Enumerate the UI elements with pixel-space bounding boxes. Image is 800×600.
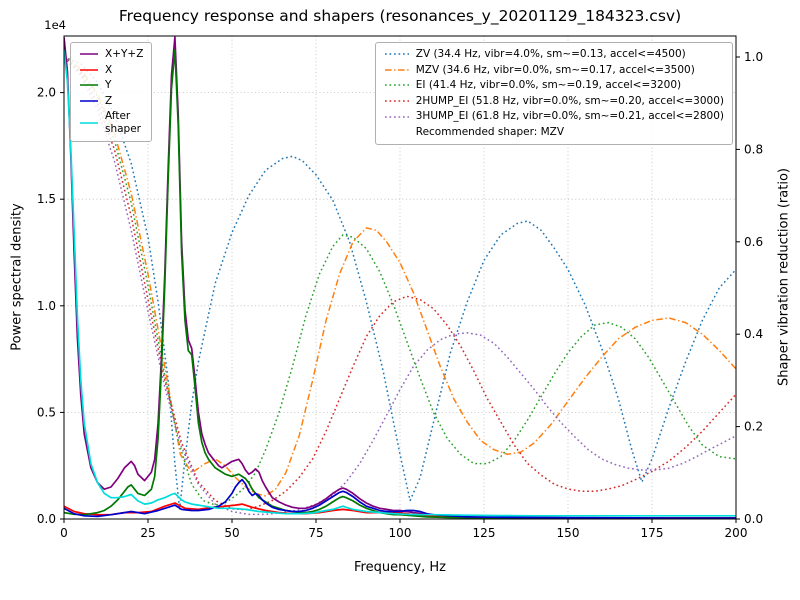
- x-tick-label: 200: [725, 526, 748, 540]
- legend-line-sample: [80, 84, 98, 87]
- legend-line-sample: [80, 122, 98, 124]
- legend-item-label: X+Y+Z: [105, 48, 144, 60]
- curve-ei: [64, 56, 736, 506]
- y-right-tick-label: 0.6: [744, 235, 763, 249]
- legend-item: X: [79, 64, 143, 77]
- curve-3hump-ei: [64, 56, 736, 516]
- legend-item: After shaper: [79, 110, 143, 135]
- legend-item: Y: [79, 79, 143, 92]
- legend-line-sample: [80, 100, 98, 102]
- curve-y: [64, 49, 736, 519]
- legend-item-label: X: [105, 63, 113, 76]
- legend-line-sample: [384, 84, 409, 87]
- y-right-tick-label: 0.8: [744, 142, 763, 156]
- x-tick-label: 100: [389, 526, 412, 540]
- y-right-tick-label: 1.0: [744, 50, 763, 64]
- legend-item-label: 2HUMP_EI (51.8 Hz, vibr=0.0%, sm~=0.20, …: [415, 94, 724, 107]
- y-axis-label-left: Power spectral density: [9, 203, 25, 351]
- legend-item: MZV (34.6 Hz, vibr=0.0%, sm~=0.17, accel…: [384, 64, 724, 77]
- legend-item-label: Z: [105, 94, 113, 107]
- x-tick-label: 150: [557, 526, 580, 540]
- y-axis-offset-text: 1e4: [44, 18, 66, 32]
- curves: [64, 36, 736, 519]
- legend-line-sample: [384, 115, 409, 118]
- y-right-tick-label: 0.4: [744, 327, 763, 341]
- legend-item: EI (41.4 Hz, vibr=0.0%, sm~=0.19, accel<…: [384, 79, 724, 92]
- legend-item-label: MZV (34.6 Hz, vibr=0.0%, sm~=0.17, accel…: [415, 63, 695, 76]
- x-tick-label: 125: [473, 526, 496, 540]
- x-tick-label: 0: [60, 526, 68, 540]
- legend-line-sample: [384, 53, 409, 56]
- legend-item-label: ZV (34.4 Hz, vibr=4.0%, sm~=0.13, accel<…: [415, 48, 686, 60]
- y-left-tick-label: 0.5: [37, 405, 56, 419]
- y-right-tick-label: 0.0: [744, 512, 763, 526]
- legend-item: Z: [79, 95, 143, 108]
- x-tick-label: 25: [140, 526, 155, 540]
- legend-item: X+Y+Z: [79, 48, 143, 61]
- x-tick-label: 75: [308, 526, 323, 540]
- legend-item-label: After shaper: [105, 110, 142, 135]
- x-tick-label: 175: [641, 526, 664, 540]
- legend-item-label: 3HUMP_EI (61.8 Hz, vibr=0.0%, sm~=0.21, …: [415, 110, 724, 123]
- chart-title: Frequency response and shapers (resonanc…: [118, 7, 682, 25]
- curve-z: [64, 478, 736, 519]
- y-right-tick-label: 0.2: [744, 420, 763, 434]
- curve-after-shaper: [64, 49, 736, 517]
- y-axis-label-right: Shaper vibration reduction (ratio): [776, 168, 792, 386]
- legend-line-sample: [80, 69, 98, 71]
- legend-item: ZV (34.4 Hz, vibr=4.0%, sm~=0.13, accel<…: [384, 48, 724, 61]
- y-left-tick-label: 0.0: [37, 512, 56, 526]
- legend-item-label: EI (41.4 Hz, vibr=0.0%, sm~=0.19, accel<…: [415, 79, 682, 92]
- curve-x-y-z: [64, 36, 736, 519]
- legend-shapers: ZV (34.4 Hz, vibr=4.0%, sm~=0.13, accel<…: [374, 42, 733, 145]
- legend-item: 3HUMP_EI (61.8 Hz, vibr=0.0%, sm~=0.21, …: [384, 110, 724, 123]
- legend-line-sample: [80, 53, 98, 56]
- legend-psd: X+Y+Z X Y Z After shaper: [70, 42, 153, 142]
- x-axis-label: Frequency, Hz: [353, 560, 447, 575]
- y-left-tick-label: 2.0: [37, 86, 56, 100]
- legend-item: 2HUMP_EI (51.8 Hz, vibr=0.0%, sm~=0.20, …: [384, 95, 724, 108]
- y-left-tick-label: 1.0: [37, 299, 56, 313]
- legend-line-sample: [384, 69, 409, 71]
- x-tick-label: 50: [224, 526, 239, 540]
- y-left-tick-label: 1.5: [37, 192, 56, 206]
- legend-item-label: Y: [105, 79, 112, 92]
- legend-line-sample: [384, 100, 409, 102]
- recommended-shaper-note: Recommended shaper: MZV: [415, 125, 565, 138]
